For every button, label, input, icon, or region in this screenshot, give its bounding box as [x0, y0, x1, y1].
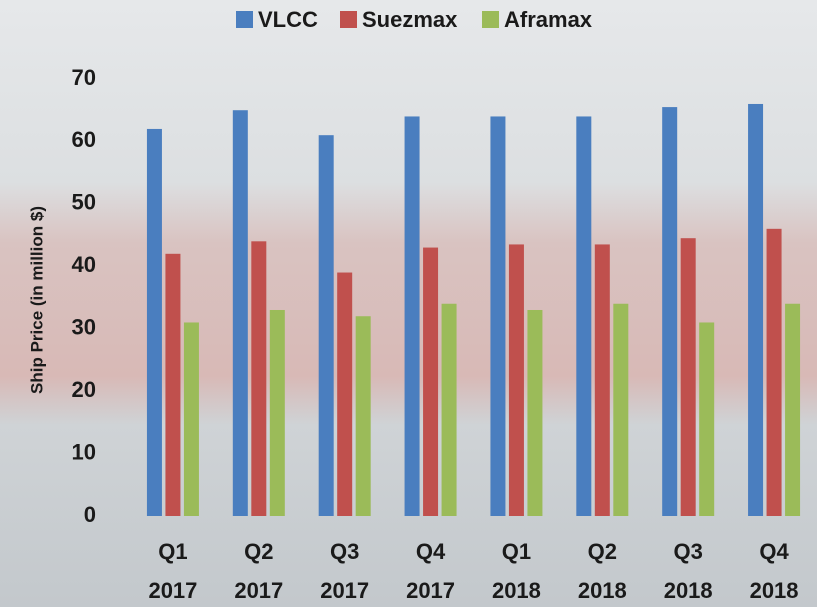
x-tick-label: Q4 — [759, 539, 789, 564]
bar — [184, 322, 199, 516]
legend-label: Suezmax — [362, 7, 458, 32]
bar — [595, 244, 610, 516]
legend-swatch — [340, 11, 357, 28]
y-tick-label: 60 — [72, 127, 96, 152]
y-tick-label: 70 — [72, 65, 96, 90]
x-tick-label: Q4 — [416, 539, 446, 564]
x-tick-label: 2017 — [320, 578, 369, 603]
bar — [233, 110, 248, 516]
bar — [405, 116, 420, 516]
bar — [270, 310, 285, 516]
bar — [251, 241, 266, 516]
x-tick-label: 2018 — [578, 578, 627, 603]
y-tick-label: 30 — [72, 315, 96, 340]
bar — [662, 107, 677, 516]
y-tick-label: 10 — [72, 439, 96, 464]
legend-swatch — [236, 11, 253, 28]
bar — [509, 244, 524, 516]
x-tick-label: Q1 — [158, 539, 187, 564]
bar — [165, 254, 180, 516]
y-tick-label: 50 — [72, 190, 96, 215]
legend-label: Aframax — [504, 7, 593, 32]
x-tick-label: Q3 — [330, 539, 359, 564]
bar — [699, 322, 714, 516]
x-tick-label: 2017 — [234, 578, 283, 603]
bar — [613, 304, 628, 516]
bar — [490, 116, 505, 516]
x-tick-label: 2018 — [750, 578, 799, 603]
x-tick-label: 2018 — [664, 578, 713, 603]
x-tick-label: Q3 — [674, 539, 703, 564]
bar — [576, 116, 591, 516]
bar — [442, 304, 457, 516]
bar — [748, 104, 763, 516]
bar — [319, 135, 334, 516]
x-tick-label: Q1 — [502, 539, 531, 564]
y-tick-label: 20 — [72, 377, 96, 402]
x-tick-label: 2017 — [148, 578, 197, 603]
y-axis-title: Ship Price (in million $) — [27, 206, 46, 394]
legend-label: VLCC — [258, 7, 318, 32]
bar — [767, 229, 782, 516]
y-tick-label: 0 — [84, 502, 96, 527]
bar — [356, 316, 371, 516]
bar — [147, 129, 162, 516]
x-tick-label: 2018 — [492, 578, 541, 603]
bar — [337, 273, 352, 516]
bar — [527, 310, 542, 516]
legend-swatch — [482, 11, 499, 28]
bar — [785, 304, 800, 516]
chart: Ship Price (in million $) 0 10 20 30 40 50 60 7… — [0, 0, 817, 607]
x-tick-label: Q2 — [244, 539, 273, 564]
bar — [681, 238, 696, 516]
y-tick-label: 40 — [72, 252, 96, 277]
x-tick-label: Q2 — [588, 539, 617, 564]
x-tick-label: 2017 — [406, 578, 455, 603]
bar — [423, 248, 438, 516]
